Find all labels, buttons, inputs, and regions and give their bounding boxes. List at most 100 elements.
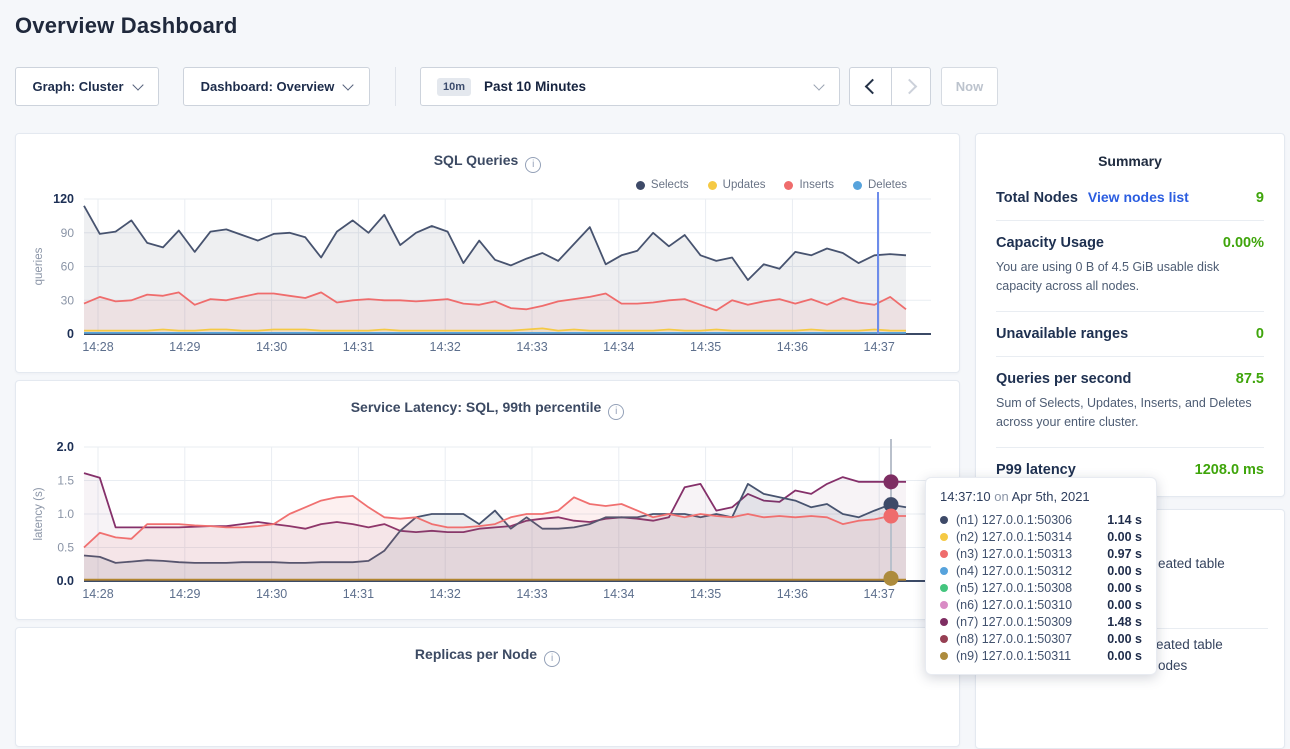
svg-text:30: 30 bbox=[61, 293, 75, 307]
svg-text:14:37: 14:37 bbox=[864, 587, 895, 601]
svg-text:60: 60 bbox=[61, 260, 75, 274]
node-latency-value: 0.00 s bbox=[1107, 598, 1142, 612]
svg-text:14:31: 14:31 bbox=[343, 587, 374, 601]
node-color-dot bbox=[940, 550, 948, 558]
tooltip-row: (n8) 127.0.0.1:50307 0.00 s bbox=[940, 630, 1142, 647]
chevron-down-icon bbox=[343, 79, 354, 90]
svg-text:14:35: 14:35 bbox=[690, 340, 721, 354]
tooltip-date: Apr 5th, 2021 bbox=[1012, 489, 1090, 504]
node-color-dot bbox=[940, 567, 948, 575]
svg-text:14:36: 14:36 bbox=[777, 587, 808, 601]
node-color-dot bbox=[940, 584, 948, 592]
node-latency-value: 0.97 s bbox=[1107, 547, 1142, 561]
summary-row-value: 9 bbox=[1256, 190, 1264, 206]
hover-dot bbox=[884, 571, 899, 586]
chart-title-text: Replicas per Node bbox=[415, 646, 537, 662]
svg-text:14:34: 14:34 bbox=[603, 340, 634, 354]
sql-queries-chart[interactable]: 14:2814:2914:3014:3114:3214:3314:3414:35… bbox=[16, 134, 961, 359]
time-nav-group bbox=[849, 67, 931, 106]
time-range-label: Past 10 Minutes bbox=[484, 79, 586, 94]
svg-text:14:30: 14:30 bbox=[256, 587, 287, 601]
node-color-dot bbox=[940, 533, 948, 541]
summary-row-description: You are using 0 B of 4.5 GiB usable disk… bbox=[996, 258, 1264, 297]
tooltip-connector: on bbox=[994, 489, 1008, 504]
now-button[interactable]: Now bbox=[941, 67, 998, 106]
svg-text:14:34: 14:34 bbox=[603, 587, 634, 601]
page-title: Overview Dashboard bbox=[15, 13, 237, 39]
summary-row-label: P99 latency bbox=[996, 462, 1076, 478]
node-color-dot bbox=[940, 516, 948, 524]
node-color-dot bbox=[940, 601, 948, 609]
dashboard-dropdown[interactable]: Dashboard: Overview bbox=[183, 67, 370, 106]
service-latency-chart[interactable]: 14:28 14:29 14:30 14:31 14:32 14:33 14:34 14:35… bbox=[16, 381, 961, 606]
node-latency-value: 1.14 s bbox=[1107, 513, 1142, 527]
time-back-button[interactable] bbox=[849, 67, 892, 106]
svg-text:14:37: 14:37 bbox=[864, 340, 895, 354]
tooltip-row: (n3) 127.0.0.1:50313 0.97 s bbox=[940, 545, 1142, 562]
summary-panel: Summary Total Nodes View nodes list 9 Capac… bbox=[975, 133, 1285, 497]
tooltip-row: (n5) 127.0.0.1:50308 0.00 s bbox=[940, 579, 1142, 596]
event-text-fragment: eated table bbox=[1158, 556, 1225, 571]
chevron-down-icon bbox=[813, 79, 824, 90]
svg-text:14:30: 14:30 bbox=[256, 340, 287, 354]
svg-text:latency (s): latency (s) bbox=[33, 487, 45, 540]
graph-scope-dropdown[interactable]: Graph: Cluster bbox=[15, 67, 159, 106]
node-color-dot bbox=[940, 618, 948, 626]
dashboard-dropdown-label: Dashboard: Overview bbox=[201, 79, 335, 94]
node-address: (n3) 127.0.0.1:50313 bbox=[956, 547, 1072, 561]
summary-row: Queries per second87.5Sum of Selects, Up… bbox=[996, 357, 1264, 448]
node-address: (n5) 127.0.0.1:50308 bbox=[956, 581, 1072, 595]
summary-row-label: Total Nodes bbox=[996, 190, 1078, 206]
node-address: (n7) 127.0.0.1:50309 bbox=[956, 615, 1072, 629]
node-address: (n9) 127.0.0.1:50311 bbox=[956, 649, 1071, 663]
summary-row: Total Nodes View nodes list 9 bbox=[996, 175, 1264, 221]
chart-hover-tooltip: 14:37:10 on Apr 5th, 2021 (n1) 127.0.0.1… bbox=[925, 477, 1157, 675]
info-icon[interactable]: i bbox=[544, 651, 560, 667]
replicas-per-node-title: Replicas per Node i bbox=[16, 646, 959, 667]
hover-dot bbox=[884, 474, 899, 489]
time-forward-button[interactable] bbox=[891, 67, 931, 106]
chevron-down-icon bbox=[132, 79, 143, 90]
node-latency-value: 0.00 s bbox=[1107, 649, 1142, 663]
summary-body: Total Nodes View nodes list 9 Capacity Usag… bbox=[976, 169, 1284, 492]
node-color-dot bbox=[940, 652, 948, 660]
svg-text:90: 90 bbox=[61, 226, 75, 240]
node-address: (n6) 127.0.0.1:50310 bbox=[956, 598, 1072, 612]
node-address: (n4) 127.0.0.1:50312 bbox=[956, 564, 1072, 578]
svg-text:14:29: 14:29 bbox=[169, 587, 200, 601]
tooltip-time: 14:37:10 bbox=[940, 489, 991, 504]
summary-heading: Summary bbox=[976, 134, 1284, 169]
event-text-fragment: odes bbox=[1158, 658, 1187, 673]
node-latency-value: 0.00 s bbox=[1107, 581, 1142, 595]
tooltip-timestamp: 14:37:10 on Apr 5th, 2021 bbox=[940, 489, 1142, 504]
svg-text:14:35: 14:35 bbox=[690, 587, 721, 601]
svg-text:1.5: 1.5 bbox=[57, 474, 74, 488]
svg-text:14:32: 14:32 bbox=[430, 587, 461, 601]
summary-row-label: Queries per second bbox=[996, 371, 1131, 387]
svg-text:2.0: 2.0 bbox=[57, 440, 74, 454]
summary-row-label: Capacity Usage bbox=[996, 235, 1104, 251]
time-range-dropdown[interactable]: 10m Past 10 Minutes bbox=[420, 67, 840, 106]
replicas-per-node-card: Replicas per Node i bbox=[15, 627, 960, 747]
svg-text:queries: queries bbox=[33, 247, 45, 285]
sql-queries-card: SQL Queriesi SelectsUpdatesInsertsDelete… bbox=[15, 133, 960, 373]
view-nodes-list-link[interactable]: View nodes list bbox=[1088, 189, 1189, 205]
chevron-right-icon bbox=[901, 79, 917, 95]
svg-text:14:33: 14:33 bbox=[516, 340, 547, 354]
svg-text:14:36: 14:36 bbox=[777, 340, 808, 354]
summary-row-value: 1208.0 ms bbox=[1195, 462, 1264, 478]
graph-dropdown-label: Graph: Cluster bbox=[32, 79, 123, 94]
svg-text:120: 120 bbox=[53, 192, 74, 206]
tooltip-row: (n4) 127.0.0.1:503120.00 s bbox=[940, 562, 1142, 579]
node-latency-value: 0.00 s bbox=[1107, 632, 1142, 646]
summary-row-value: 0 bbox=[1256, 326, 1264, 342]
svg-text:14:33: 14:33 bbox=[516, 587, 547, 601]
svg-text:0: 0 bbox=[67, 327, 74, 341]
summary-row-value: 0.00% bbox=[1223, 235, 1264, 251]
node-address: (n8) 127.0.0.1:50307 bbox=[956, 632, 1072, 646]
node-address: (n1) 127.0.0.1:50306 bbox=[956, 513, 1072, 527]
svg-text:14:28: 14:28 bbox=[82, 587, 113, 601]
tooltip-row: (n1) 127.0.0.1:50306 1.14 s bbox=[940, 511, 1142, 528]
chevron-left-icon bbox=[865, 79, 881, 95]
summary-row-label: Unavailable ranges bbox=[996, 326, 1128, 342]
